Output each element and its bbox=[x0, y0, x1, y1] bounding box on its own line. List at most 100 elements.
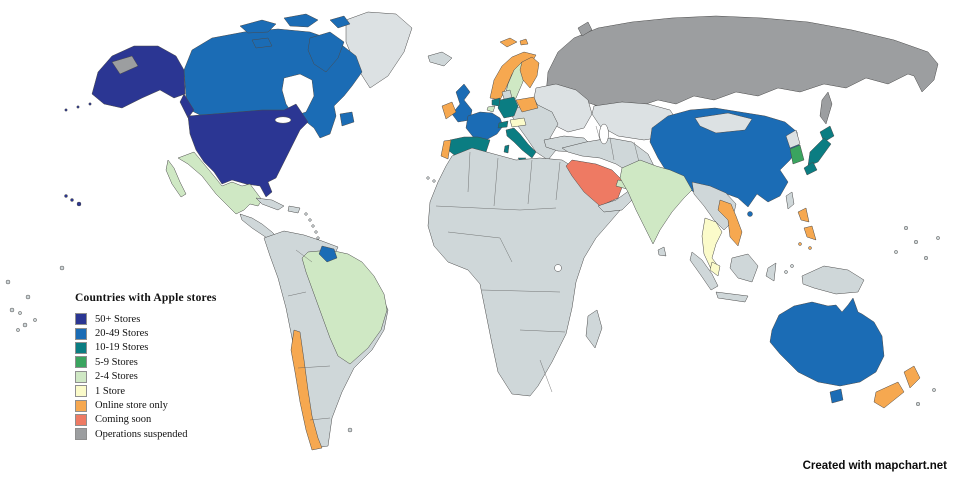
philippine-island[interactable] bbox=[808, 246, 812, 250]
pacific-island[interactable] bbox=[25, 294, 31, 300]
region-australia[interactable] bbox=[769, 297, 885, 387]
pacific-island[interactable] bbox=[59, 265, 65, 271]
pacific-island[interactable] bbox=[9, 307, 15, 313]
caribbean-island[interactable] bbox=[314, 230, 318, 234]
moluccas-island[interactable] bbox=[784, 270, 788, 274]
region-hawaii[interactable] bbox=[70, 198, 74, 202]
region-new-zealand-south[interactable] bbox=[873, 381, 905, 409]
region-chukotka[interactable] bbox=[111, 55, 139, 75]
region-hispaniola[interactable] bbox=[287, 205, 301, 214]
pacific-island[interactable] bbox=[913, 239, 919, 245]
caribbean-island[interactable] bbox=[308, 218, 312, 222]
region-baja-california[interactable] bbox=[165, 159, 187, 198]
region-baffin-island[interactable] bbox=[307, 31, 345, 73]
region-newfoundland[interactable] bbox=[339, 111, 355, 127]
region-tasmania[interactable] bbox=[829, 388, 844, 404]
region-hainan[interactable] bbox=[747, 211, 753, 217]
region-italy[interactable] bbox=[505, 127, 537, 159]
legend-item-label: 10-19 Stores bbox=[95, 342, 149, 354]
pacific-island[interactable] bbox=[936, 236, 940, 240]
region-cuba[interactable] bbox=[255, 197, 285, 211]
region-thailand[interactable] bbox=[701, 217, 723, 270]
region-philippines-mindanao[interactable] bbox=[803, 225, 817, 241]
region-malaysia[interactable] bbox=[709, 261, 721, 277]
region-japan-kyushu[interactable] bbox=[803, 161, 818, 176]
region-borneo[interactable] bbox=[729, 253, 759, 283]
region-philippines-luzon[interactable] bbox=[797, 207, 810, 223]
region-portugal[interactable] bbox=[440, 139, 452, 160]
pacific-island[interactable] bbox=[915, 401, 921, 407]
region-south-korea[interactable] bbox=[789, 144, 805, 165]
region-chile[interactable] bbox=[290, 329, 323, 451]
caribbean-island[interactable] bbox=[311, 224, 315, 228]
caribbean-island[interactable] bbox=[316, 236, 320, 240]
region-novaya-zemlya[interactable] bbox=[577, 21, 593, 37]
region-madagascar[interactable] bbox=[585, 309, 603, 349]
region-austria[interactable] bbox=[509, 117, 527, 128]
pacific-island[interactable] bbox=[16, 328, 20, 332]
region-new-zealand-north[interactable] bbox=[903, 365, 921, 389]
pacific-island[interactable] bbox=[33, 318, 37, 322]
pacific-island[interactable] bbox=[903, 225, 909, 231]
region-switzerland[interactable] bbox=[497, 120, 509, 129]
region-sulawesi[interactable] bbox=[765, 262, 777, 282]
region-north-korea[interactable] bbox=[785, 129, 801, 149]
pacific-island[interactable] bbox=[894, 250, 898, 254]
legend-title: Countries with Apple stores bbox=[75, 292, 217, 304]
legend-swatch bbox=[75, 327, 87, 340]
region-netherlands[interactable] bbox=[491, 97, 501, 107]
caribbean-island[interactable] bbox=[304, 212, 308, 216]
region-sardinia[interactable] bbox=[503, 144, 510, 154]
falkland-island[interactable] bbox=[347, 427, 353, 433]
region-iceland[interactable] bbox=[427, 51, 453, 67]
region-poland[interactable] bbox=[515, 96, 539, 113]
region-saudi-arabia[interactable] bbox=[565, 159, 625, 207]
canary-island[interactable] bbox=[426, 176, 430, 180]
region-india[interactable] bbox=[619, 159, 693, 245]
region-hawaii[interactable] bbox=[76, 201, 82, 207]
legend-swatch bbox=[75, 356, 87, 369]
region-ireland[interactable] bbox=[441, 101, 457, 120]
legend-item-label: Coming soon bbox=[95, 414, 152, 426]
region-finland[interactable] bbox=[519, 56, 540, 89]
legend-item-5-9: 5-9 Stores bbox=[75, 355, 217, 369]
region-belgium[interactable] bbox=[486, 105, 496, 113]
pacific-island[interactable] bbox=[923, 255, 929, 261]
region-alaska[interactable] bbox=[91, 45, 186, 109]
region-canada-arctic-1[interactable] bbox=[239, 19, 277, 34]
region-mongolia[interactable] bbox=[694, 112, 753, 134]
region-united-states[interactable] bbox=[187, 103, 309, 198]
region-svalbard[interactable] bbox=[499, 37, 518, 48]
region-japan-honshu[interactable] bbox=[807, 137, 832, 167]
aleutian-island[interactable] bbox=[76, 105, 80, 109]
pacific-island[interactable] bbox=[22, 322, 28, 328]
canary-island[interactable] bbox=[432, 179, 436, 183]
region-guyana[interactable] bbox=[318, 245, 338, 263]
pacific-island[interactable] bbox=[5, 279, 11, 285]
region-sumatra[interactable] bbox=[689, 251, 719, 291]
region-russia[interactable] bbox=[545, 15, 939, 109]
moluccas-island[interactable] bbox=[790, 264, 794, 268]
region-taiwan[interactable] bbox=[785, 191, 795, 210]
region-france[interactable] bbox=[465, 111, 504, 141]
pacific-island[interactable] bbox=[18, 311, 22, 315]
region-africa[interactable] bbox=[427, 147, 623, 397]
region-hawaii[interactable] bbox=[64, 194, 68, 198]
region-sri-lanka[interactable] bbox=[657, 246, 667, 257]
region-java[interactable] bbox=[715, 291, 749, 303]
region-japan-hokkaido[interactable] bbox=[819, 125, 835, 143]
region-mainland-se-asia[interactable] bbox=[691, 181, 737, 231]
philippine-island[interactable] bbox=[798, 242, 802, 246]
region-germany[interactable] bbox=[497, 96, 519, 119]
region-canada-arctic-3[interactable] bbox=[251, 37, 273, 49]
aleutian-island[interactable] bbox=[64, 108, 68, 112]
region-svalbard-2[interactable] bbox=[519, 38, 529, 46]
pacific-island[interactable] bbox=[932, 388, 936, 392]
region-vietnam[interactable] bbox=[717, 199, 743, 247]
region-canada-arctic-2[interactable] bbox=[283, 13, 319, 28]
aleutian-island[interactable] bbox=[88, 102, 92, 106]
region-canada-arctic-4[interactable] bbox=[329, 15, 351, 29]
region-sakhalin[interactable] bbox=[819, 91, 833, 125]
region-new-guinea[interactable] bbox=[801, 265, 865, 295]
region-brazil[interactable] bbox=[301, 249, 388, 365]
